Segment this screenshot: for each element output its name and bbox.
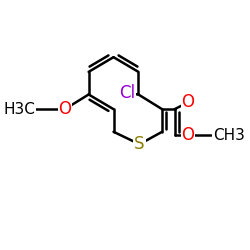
Text: H3C: H3C: [4, 102, 35, 117]
Text: O: O: [182, 126, 194, 144]
Text: S: S: [134, 135, 145, 153]
Text: Cl: Cl: [119, 84, 135, 102]
Text: CH3: CH3: [213, 128, 245, 143]
Text: O: O: [58, 100, 71, 118]
Text: O: O: [182, 94, 194, 112]
